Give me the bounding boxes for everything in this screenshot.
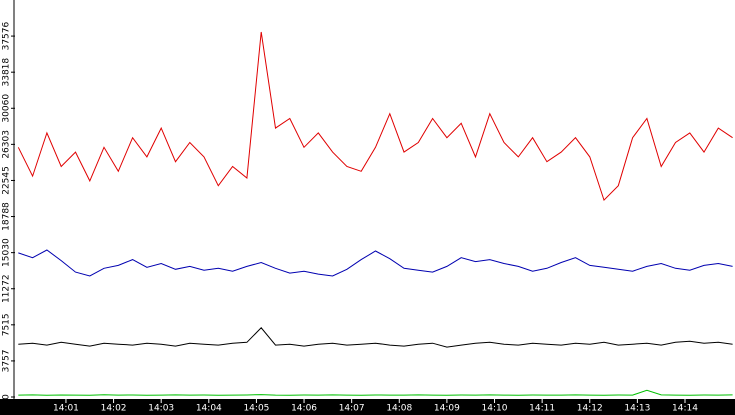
series-line <box>18 327 733 348</box>
x-tick-label: 14:09 <box>434 404 460 414</box>
x-tick-label: 14:10 <box>482 404 508 414</box>
y-tick-label: 33818 <box>2 58 12 87</box>
x-tick-label: 14:03 <box>148 404 174 414</box>
series-line <box>18 249 733 277</box>
x-tick-label: 14:14 <box>672 404 698 414</box>
x-axis-band <box>0 399 735 415</box>
y-tick-label: 15030 <box>2 238 12 267</box>
y-tick-label: 18788 <box>2 202 12 231</box>
y-tick-label: 0 <box>2 394 12 400</box>
x-tick-label: 14:02 <box>101 404 127 414</box>
series-line <box>18 389 733 396</box>
x-tick-label: 14:05 <box>243 404 269 414</box>
x-tick-label: 14:07 <box>339 404 365 414</box>
x-tick-label: 14:08 <box>386 404 412 414</box>
x-tick-label: 14:04 <box>196 404 222 414</box>
y-tick-label: 30060 <box>2 94 12 123</box>
y-tick-label: 3757 <box>2 349 12 372</box>
y-tick-label: 11272 <box>2 274 12 303</box>
x-tick-label: 14:06 <box>291 404 317 414</box>
x-tick-label: 14:01 <box>53 404 79 414</box>
x-tick-label: 14:11 <box>529 404 555 414</box>
x-tick-label: 14:12 <box>577 404 603 414</box>
y-tick-label: 37576 <box>2 22 12 51</box>
y-tick-label: 26303 <box>2 130 12 159</box>
y-tick-label: 22545 <box>2 166 12 195</box>
y-tick-label: 7515 <box>2 313 12 336</box>
x-tick-label: 14:13 <box>624 404 650 414</box>
series-line <box>17 31 733 202</box>
